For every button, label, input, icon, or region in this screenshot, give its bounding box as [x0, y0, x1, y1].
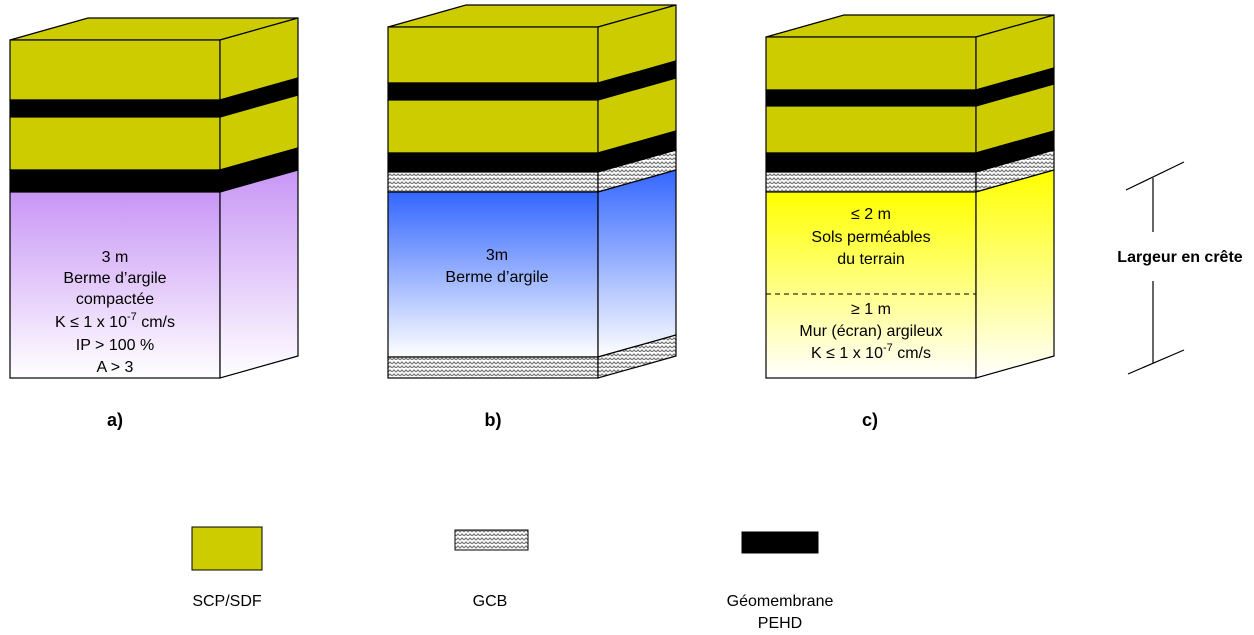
block-text: 3m	[486, 247, 508, 264]
layer-side	[597, 169, 677, 358]
layer-side	[975, 169, 1055, 379]
superscript: -7	[127, 311, 137, 323]
layer-front	[387, 191, 599, 358]
layer-front	[387, 356, 599, 379]
layer-front	[765, 36, 977, 91]
layer-front	[765, 191, 977, 379]
text-part: K ≤ 1 x 10	[811, 345, 883, 362]
text-part: Berme d’argile	[63, 270, 166, 287]
layer-front	[9, 191, 221, 379]
layer-front	[9, 39, 221, 101]
block-text: K ≤ 1 x 10-7 cm/s	[811, 342, 931, 362]
block-text: Berme d’argile	[63, 270, 166, 287]
superscript: -7	[883, 342, 893, 354]
text-part: IP > 100 %	[76, 337, 154, 354]
text-part: compactée	[76, 291, 154, 308]
legend-label: PEHD	[758, 615, 802, 632]
layer-front	[9, 116, 221, 171]
legend-label: GCB	[473, 593, 508, 610]
block-label: a)	[107, 410, 123, 430]
text-part: cm/s	[893, 345, 931, 362]
block-label: b)	[485, 410, 502, 430]
text-part: ≤ 2 m	[851, 206, 891, 223]
block-text: du terrain	[837, 251, 905, 268]
text-part: 3 m	[102, 249, 129, 266]
text-part: Sols perméables	[811, 229, 930, 246]
annotation: Largeur en crête	[1117, 249, 1242, 266]
layer-front	[765, 152, 977, 173]
bracket	[1125, 161, 1185, 375]
text-part: ≥ 1 m	[851, 301, 891, 318]
blocks	[9, 4, 1055, 379]
block-label: c)	[862, 410, 878, 430]
block-text: ≥ 1 m	[851, 301, 891, 318]
block-text: Sols perméables	[811, 229, 930, 246]
legend-label: SCP/SDF	[192, 593, 262, 610]
text-part: Berme d’argile	[445, 269, 548, 286]
text-part: cm/s	[137, 314, 175, 331]
legend	[191, 526, 819, 571]
layer-front	[387, 152, 599, 173]
block-text: A > 3	[97, 359, 134, 376]
legend-label: Géomembrane	[727, 593, 834, 610]
layer-front	[387, 82, 599, 101]
text-part: du terrain	[837, 251, 905, 268]
layer-front	[387, 99, 599, 154]
layer-front	[9, 99, 221, 118]
text-part: 3m	[486, 247, 508, 264]
layer-front	[387, 26, 599, 84]
block-text: IP > 100 %	[76, 337, 154, 354]
text-part: K ≤ 1 x 10	[55, 314, 127, 331]
layer-side	[219, 169, 299, 379]
text-part: Mur (écran) argileux	[799, 323, 942, 340]
layer-front	[765, 171, 977, 193]
block-text: ≤ 2 m	[851, 206, 891, 223]
layer-front	[765, 89, 977, 107]
block-text: Berme d’argile	[445, 269, 548, 286]
layer-front	[387, 171, 599, 193]
layer-front	[765, 105, 977, 154]
block-text: K ≤ 1 x 10-7 cm/s	[55, 311, 175, 331]
text-part: A > 3	[97, 359, 134, 376]
block-text: Mur (écran) argileux	[799, 323, 942, 340]
block-text: compactée	[76, 291, 154, 308]
layer-front	[9, 169, 221, 193]
layer-side	[597, 334, 677, 379]
block-text: 3 m	[102, 249, 129, 266]
